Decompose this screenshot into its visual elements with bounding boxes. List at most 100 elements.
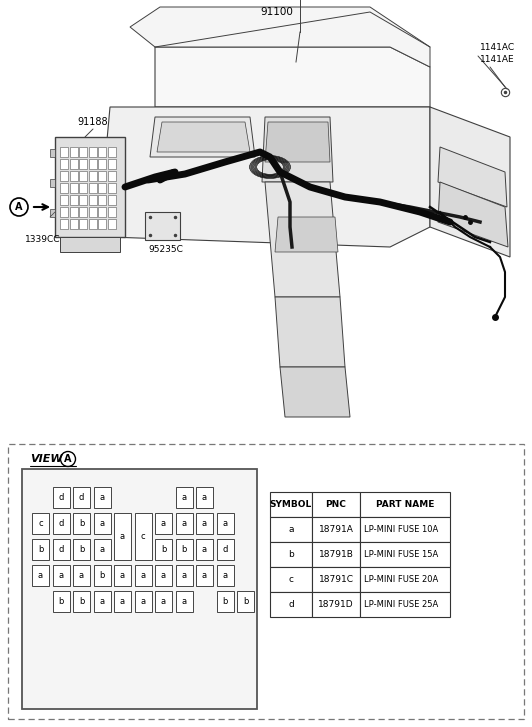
Polygon shape [155, 47, 430, 107]
Bar [8, 444, 524, 719]
Bar [32, 565, 49, 586]
Bar [107, 183, 115, 193]
Text: a: a [120, 532, 125, 541]
Bar [312, 492, 360, 517]
Bar [176, 487, 193, 508]
Bar [360, 492, 450, 517]
Bar [98, 171, 106, 181]
Bar [155, 513, 172, 534]
Text: b: b [288, 550, 294, 559]
Polygon shape [50, 179, 55, 187]
Bar [94, 591, 111, 612]
Bar [360, 592, 450, 617]
Bar [176, 513, 193, 534]
Text: LP-MINI FUSE 20A: LP-MINI FUSE 20A [364, 575, 438, 584]
Text: a: a [99, 597, 105, 606]
Bar [135, 591, 152, 612]
Text: LP-MINI FUSE 25A: LP-MINI FUSE 25A [364, 600, 438, 609]
Text: b: b [79, 597, 84, 606]
Text: d: d [59, 519, 64, 528]
Bar [114, 591, 131, 612]
Text: 1141AC: 1141AC [480, 42, 515, 52]
Text: a: a [161, 597, 166, 606]
Bar [312, 592, 360, 617]
Text: 18791B: 18791B [319, 550, 353, 559]
Polygon shape [150, 117, 255, 157]
Text: d: d [222, 545, 228, 554]
Text: b: b [38, 545, 43, 554]
Bar [312, 542, 360, 567]
Text: a: a [161, 571, 166, 580]
Bar [94, 487, 111, 508]
Bar [270, 592, 312, 617]
Text: b: b [181, 545, 187, 554]
Text: 1339CC: 1339CC [25, 235, 61, 244]
Bar [217, 513, 234, 534]
Text: a: a [79, 571, 84, 580]
Bar [79, 183, 87, 193]
Bar [155, 565, 172, 586]
Bar [114, 565, 131, 586]
Text: c: c [38, 519, 43, 528]
Bar [73, 487, 90, 508]
Bar [70, 171, 78, 181]
Bar [107, 207, 115, 217]
Text: a: a [202, 545, 207, 554]
Text: a: a [140, 597, 146, 606]
Bar [88, 159, 96, 169]
Text: a: a [38, 571, 43, 580]
Text: a: a [202, 519, 207, 528]
Bar [88, 195, 96, 205]
Text: d: d [288, 600, 294, 609]
Bar [32, 539, 49, 560]
Polygon shape [262, 117, 333, 182]
Bar [360, 567, 450, 592]
Polygon shape [157, 122, 250, 152]
Bar [360, 517, 450, 542]
Text: a: a [120, 571, 125, 580]
Text: a: a [202, 493, 207, 502]
Bar [98, 159, 106, 169]
Bar [53, 565, 70, 586]
Polygon shape [438, 182, 508, 247]
Bar [73, 513, 90, 534]
Bar [79, 171, 87, 181]
Bar [79, 147, 87, 157]
Text: 18791A: 18791A [319, 525, 353, 534]
Bar [70, 183, 78, 193]
Text: PART NAME: PART NAME [376, 500, 434, 509]
Text: b: b [59, 597, 64, 606]
Text: b: b [161, 545, 166, 554]
Bar [98, 195, 106, 205]
Text: c: c [140, 532, 145, 541]
Polygon shape [275, 297, 345, 367]
Bar [312, 517, 360, 542]
Bar [360, 542, 450, 567]
Bar [114, 513, 131, 560]
Bar [60, 207, 68, 217]
Polygon shape [280, 367, 350, 417]
Circle shape [10, 198, 28, 216]
Bar [270, 567, 312, 592]
Bar [60, 195, 68, 205]
Bar [107, 195, 115, 205]
Text: a: a [59, 571, 63, 580]
Bar [79, 195, 87, 205]
Bar [53, 591, 70, 612]
Bar [70, 207, 78, 217]
Bar [196, 513, 213, 534]
Bar [79, 207, 87, 217]
Bar [135, 565, 152, 586]
Text: a: a [181, 597, 187, 606]
Text: PNC: PNC [326, 500, 346, 509]
Polygon shape [55, 137, 125, 237]
Text: a: a [222, 519, 228, 528]
Bar [270, 542, 312, 567]
Polygon shape [130, 7, 430, 67]
Text: a: a [202, 571, 207, 580]
Text: 91100: 91100 [261, 7, 294, 17]
Text: 95235C: 95235C [148, 244, 183, 254]
Text: a: a [99, 493, 105, 502]
Bar [22, 469, 257, 709]
Polygon shape [50, 209, 55, 217]
